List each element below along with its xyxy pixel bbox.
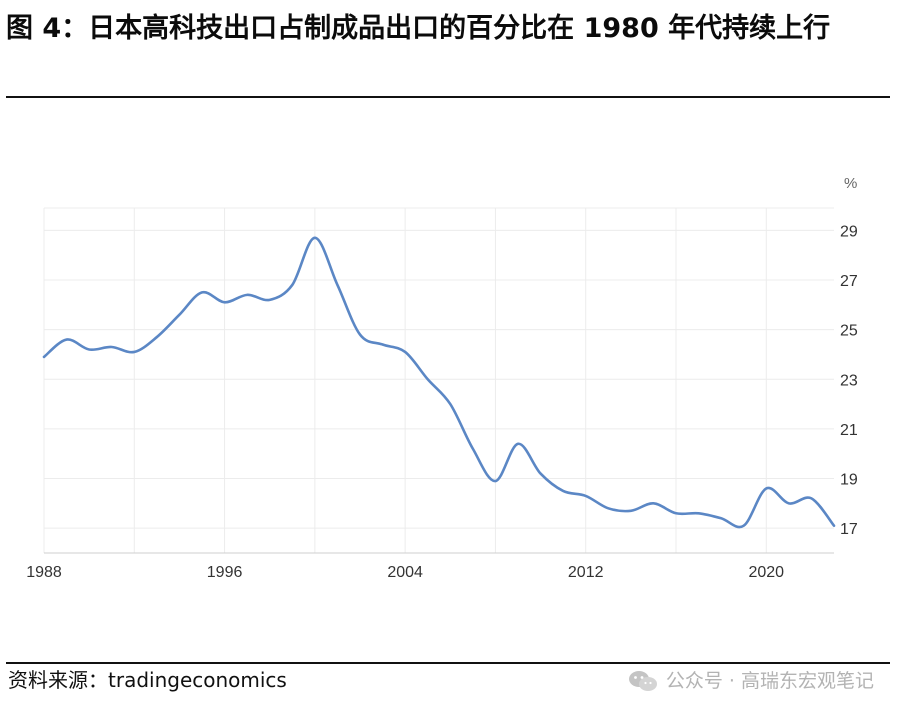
chart-series (42, 236, 836, 529)
y-tick-label: 27 (840, 273, 858, 290)
y-tick-label: 19 (840, 472, 858, 489)
y-unit-label: % (844, 175, 857, 192)
y-tick-label: 29 (840, 223, 858, 240)
x-tick-label: 1988 (26, 564, 62, 581)
x-tick-label: 1996 (207, 564, 243, 581)
watermark: 公众号 · 高瑞东宏观笔记 (628, 668, 874, 694)
title-rule (6, 96, 890, 98)
watermark-text: 公众号 · 高瑞东宏观笔记 (665, 670, 874, 692)
x-tick-label: 2004 (387, 564, 423, 581)
y-tick-label: 23 (840, 372, 858, 389)
chart-grid (43, 207, 834, 553)
x-tick-label: 2020 (748, 564, 784, 581)
source-note: 资料来源：tradingeconomics (8, 668, 287, 692)
chart: 1988 1996 2004 2012 2020 17 19 21 23 25 27 29% (26, 175, 858, 581)
series-line (42, 236, 836, 529)
y-tick-label: 21 (840, 422, 858, 439)
wechat-icon (628, 671, 657, 691)
chart-axes: 1988 1996 2004 2012 2020 17 19 21 23 25 27 29% (26, 175, 858, 581)
footer-rule (6, 662, 890, 664)
y-tick-label: 17 (840, 521, 858, 538)
figure-title: 图 4：日本高科技出口占制成品出口的百分比在 1980 年代持续上行 (6, 13, 831, 44)
x-tick-label: 2012 (568, 564, 604, 581)
y-tick-label: 25 (840, 323, 858, 340)
